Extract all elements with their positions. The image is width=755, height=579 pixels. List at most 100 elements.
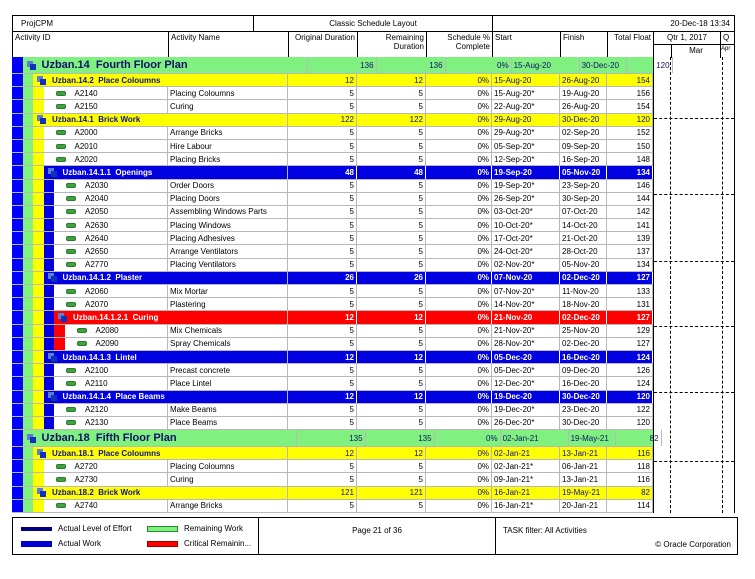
col-activity-name[interactable]: Activity Name <box>169 32 289 58</box>
activity-row[interactable]: A2020 Placing Bricks 5 5 0% 12-Sep-20* 16-Sep-… <box>12 153 653 167</box>
activity-row[interactable]: A2080 Mix Chemicals 5 5 0% 21-Nov-20* 25-Nov-2… <box>12 324 653 338</box>
col-finish[interactable]: Finish <box>561 32 608 58</box>
cell-start: 24-Oct-20* <box>492 245 560 258</box>
wbs-row[interactable]: Uzban.14 Fourth Floor Plan 136 136 0% 15-Aug… <box>12 57 673 74</box>
cell-rd: 5 <box>357 324 426 337</box>
activity-row[interactable]: A2070 Plastering 5 5 0% 14-Nov-20* 18-Nov-20 13… <box>12 298 653 312</box>
cell-name: Curing <box>168 473 288 486</box>
activity-row[interactable]: A2010 Hire Labour 5 5 0% 05-Sep-20* 09-Sep-20 1… <box>12 139 653 154</box>
activity-row[interactable]: A2650 Arrange Ventilators 5 5 0% 24-Oct-20* 28… <box>12 245 653 259</box>
wbs-row[interactable]: Uzban.14.1.1 Openings 48 48 0% 19-Sep-20 05-N… <box>12 166 653 180</box>
col-start[interactable]: Start <box>493 32 561 58</box>
cell-start: 16-Jan-21* <box>492 499 560 512</box>
activity-row[interactable]: A2140 Placing Coloumns 5 5 0% 15-Aug-20* 19-Au… <box>12 87 653 101</box>
col-original-duration[interactable]: Original Duration <box>289 32 358 58</box>
cell-start: 21-Nov-20 <box>492 311 560 324</box>
cell-pct: 0% <box>426 100 492 113</box>
wbs-band <box>22 403 33 416</box>
activity-row[interactable]: A2130 Place Beams 5 5 0% 26-Dec-20* 30-Dec-20 1… <box>12 416 653 431</box>
activity-row[interactable]: A2150 Curing 5 5 0% 22-Aug-20* 26-Aug-20 154 <box>12 100 653 114</box>
cell-od: 48 <box>288 166 357 179</box>
activity-row[interactable]: A2740 Arrange Bricks 5 5 0% 16-Jan-21* 20-Jan-… <box>12 499 653 513</box>
cell-od: 5 <box>288 337 357 350</box>
cell-start: 05-Dec-20 <box>492 350 560 364</box>
wbs-icon <box>37 75 47 85</box>
activity-icon <box>66 301 76 307</box>
activity-row[interactable]: A2040 Placing Doors 5 5 0% 26-Sep-20* 30-Sep-2… <box>12 192 653 206</box>
cell-finish: 28-Oct-20 <box>560 245 607 258</box>
cell-rd: 5 <box>357 337 426 350</box>
col-remaining-duration[interactable]: Remaining Duration <box>358 32 427 58</box>
wbs-band <box>33 499 44 512</box>
wbs-band <box>43 337 54 350</box>
wbs-band <box>43 232 54 245</box>
activity-row[interactable]: A2090 Spray Chemicals 5 5 0% 28-Nov-20* 02-Dec… <box>12 337 653 351</box>
activity-row[interactable]: A2100 Precast concrete 5 5 0% 05-Dec-20* 09-De… <box>12 364 653 378</box>
cell-start: 02-Nov-20* <box>492 258 560 271</box>
wbs-row[interactable]: Uzban.14.1.3 Lintel 12 12 0% 05-Dec-20 16-Dec… <box>12 350 653 365</box>
cell-name <box>168 166 288 179</box>
cell-finish: 26-Aug-20 <box>560 74 607 87</box>
cell-pct: 0% <box>426 311 492 324</box>
activity-row[interactable]: A2770 Placing Ventilators 5 5 0% 02-Nov-20* 05… <box>12 258 653 272</box>
legend-swatch-icon <box>21 540 52 547</box>
cell-tf: 129 <box>607 324 653 337</box>
cell-od: 122 <box>288 113 357 126</box>
activity-id: A2090 <box>95 339 119 349</box>
activity-row[interactable]: A2000 Arrange Bricks 5 5 0% 29-Aug-20* 02-Sep-… <box>12 126 653 140</box>
wbs-band <box>22 179 33 192</box>
cell-name <box>177 430 297 447</box>
wbs-row[interactable]: Uzban.18.1 Place Coloumns 12 12 0% 02-Jan-21… <box>12 447 653 461</box>
wbs-band <box>43 192 54 205</box>
activity-icon <box>66 222 76 228</box>
cell-od: 5 <box>288 460 357 473</box>
cell-od: 5 <box>288 192 357 205</box>
wbs-band <box>33 153 44 166</box>
col-schedule-pct[interactable]: Schedule % Complete <box>427 32 493 58</box>
wbs-band <box>12 473 23 486</box>
wbs-row[interactable]: Uzban.14.1 Brick Work 122 122 0% 29-Aug-20 30… <box>12 113 653 127</box>
wbs-band <box>12 153 23 166</box>
col-activity-id[interactable]: Activity ID <box>13 32 169 58</box>
cell-pct: 0% <box>426 179 492 192</box>
activity-row[interactable]: A2730 Curing 5 5 0% 09-Jan-21* 13-Jan-21 116 <box>12 473 653 487</box>
wbs-row[interactable]: Uzban.18 Fifth Floor Plan 135 135 0% 02-Jan-… <box>12 430 662 448</box>
activity-row[interactable]: A2120 Make Beams 5 5 0% 19-Dec-20* 23-Dec-20 12… <box>12 403 653 417</box>
activity-row[interactable]: A2060 Mix Mortar 5 5 0% 07-Nov-20* 11-Nov-20 13… <box>12 285 653 299</box>
wbs-row[interactable]: Uzban.18.2 Brick Work 121 121 0% 16-Jan-21 19… <box>12 486 653 500</box>
cell-rd: 26 <box>357 271 426 284</box>
cell-rd: 5 <box>357 219 426 232</box>
activity-row[interactable]: A2110 Place Lintel 5 5 0% 12-Dec-20* 16-Dec-20… <box>12 377 653 391</box>
cell-pct: 0% <box>426 364 492 377</box>
cell-finish: 16-Dec-20 <box>560 350 607 364</box>
activity-row[interactable]: A2720 Placing Coloumns 5 5 0% 02-Jan-21* 06-Ja… <box>12 460 653 474</box>
wbs-row[interactable]: Uzban.14.1.4 Place Beams 12 12 0% 19-Dec-20 3… <box>12 390 653 404</box>
col-total-float[interactable]: Total Float <box>608 32 654 58</box>
wbs-band <box>54 324 65 337</box>
timescale-quarter: Qtr 1, 2017 <box>654 32 721 45</box>
cell-pct: 0% <box>426 192 492 205</box>
wbs-band <box>43 364 54 377</box>
cell-od: 5 <box>288 403 357 416</box>
cell-od: 5 <box>288 258 357 271</box>
timescale-month-next: Apr <box>721 46 731 52</box>
activity-row[interactable]: A2050 Assembling Windows Parts 5 5 0% 03-Oct-… <box>12 205 653 220</box>
project-name: ProjCPM <box>13 16 254 31</box>
cell-name: Mix Mortar <box>168 285 288 298</box>
cell-rd: 5 <box>357 179 426 192</box>
cell-name: Arrange Bricks <box>168 126 288 139</box>
wbs-row[interactable]: Uzban.14.1.2.1 Curing 12 12 0% 21-Nov-20 02-D… <box>12 311 653 325</box>
wbs-row[interactable]: Uzban.14.1.2 Plaster 26 26 0% 07-Nov-20 02-De… <box>12 271 653 285</box>
cell-pct: 0% <box>426 74 492 87</box>
wbs-band <box>22 245 33 258</box>
activity-row[interactable]: A2030 Order Doors 5 5 0% 19-Sep-20* 23-Sep-20 1… <box>12 179 653 193</box>
activity-icon <box>76 328 87 334</box>
cell-tf: 124 <box>607 377 653 390</box>
wbs-band <box>43 403 54 416</box>
cell-rd: 12 <box>357 311 426 324</box>
wbs-row[interactable]: Uzban.14.2 Place Coloumns 12 12 0% 15-Aug-20… <box>12 74 653 88</box>
activity-row[interactable]: A2640 Placing Adhesives 5 5 0% 17-Oct-20* 21-O… <box>12 232 653 246</box>
cell-od: 5 <box>288 219 357 232</box>
cell-tf: 127 <box>607 337 653 350</box>
activity-row[interactable]: A2630 Placing Windows 5 5 0% 10-Oct-20* 14-Oct… <box>12 219 653 233</box>
